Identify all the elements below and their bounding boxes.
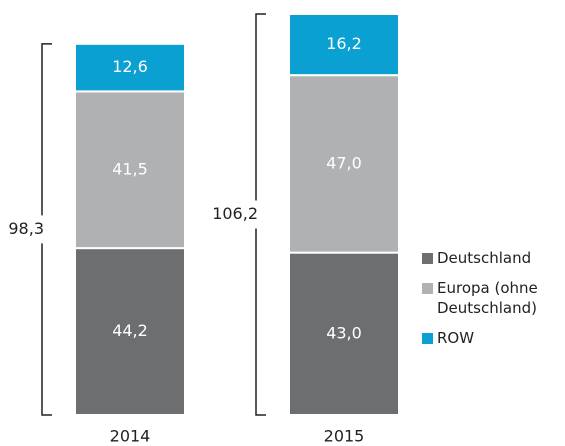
- data-label: 41,5: [112, 159, 148, 178]
- x-tick-label: 2014: [110, 427, 151, 446]
- legend-item: ROW: [422, 328, 562, 348]
- total-label: 106,2: [212, 204, 258, 223]
- legend-swatch: [422, 333, 433, 344]
- total-bracket: [255, 13, 266, 416]
- bar-segment: [288, 13, 400, 77]
- x-tick-label: 2015: [324, 427, 365, 446]
- data-label: 16,2: [326, 34, 362, 53]
- legend-swatch: [422, 253, 433, 264]
- legend-label: Europa (ohne Deutschland): [437, 279, 538, 317]
- total-label: 98,3: [8, 219, 44, 238]
- data-label: 47,0: [326, 153, 362, 172]
- bar-segment: [288, 74, 400, 254]
- legend: Deutschland Europa (ohne Deutschland) ROW: [422, 248, 562, 358]
- total-bracket: [41, 43, 52, 416]
- bar-segment: [288, 251, 400, 416]
- data-label: 44,2: [112, 321, 148, 340]
- legend-swatch: [422, 283, 433, 294]
- legend-item: Europa (ohne Deutschland): [422, 278, 562, 318]
- data-label: 43,0: [326, 323, 362, 342]
- bar-segment: [74, 42, 186, 93]
- data-label: 12,6: [112, 57, 148, 76]
- bar-segment: [74, 247, 186, 416]
- bar-segment: [74, 90, 186, 250]
- legend-label: ROW: [437, 329, 475, 347]
- legend-label: Deutschland: [437, 249, 532, 267]
- legend-item: Deutschland: [422, 248, 562, 268]
